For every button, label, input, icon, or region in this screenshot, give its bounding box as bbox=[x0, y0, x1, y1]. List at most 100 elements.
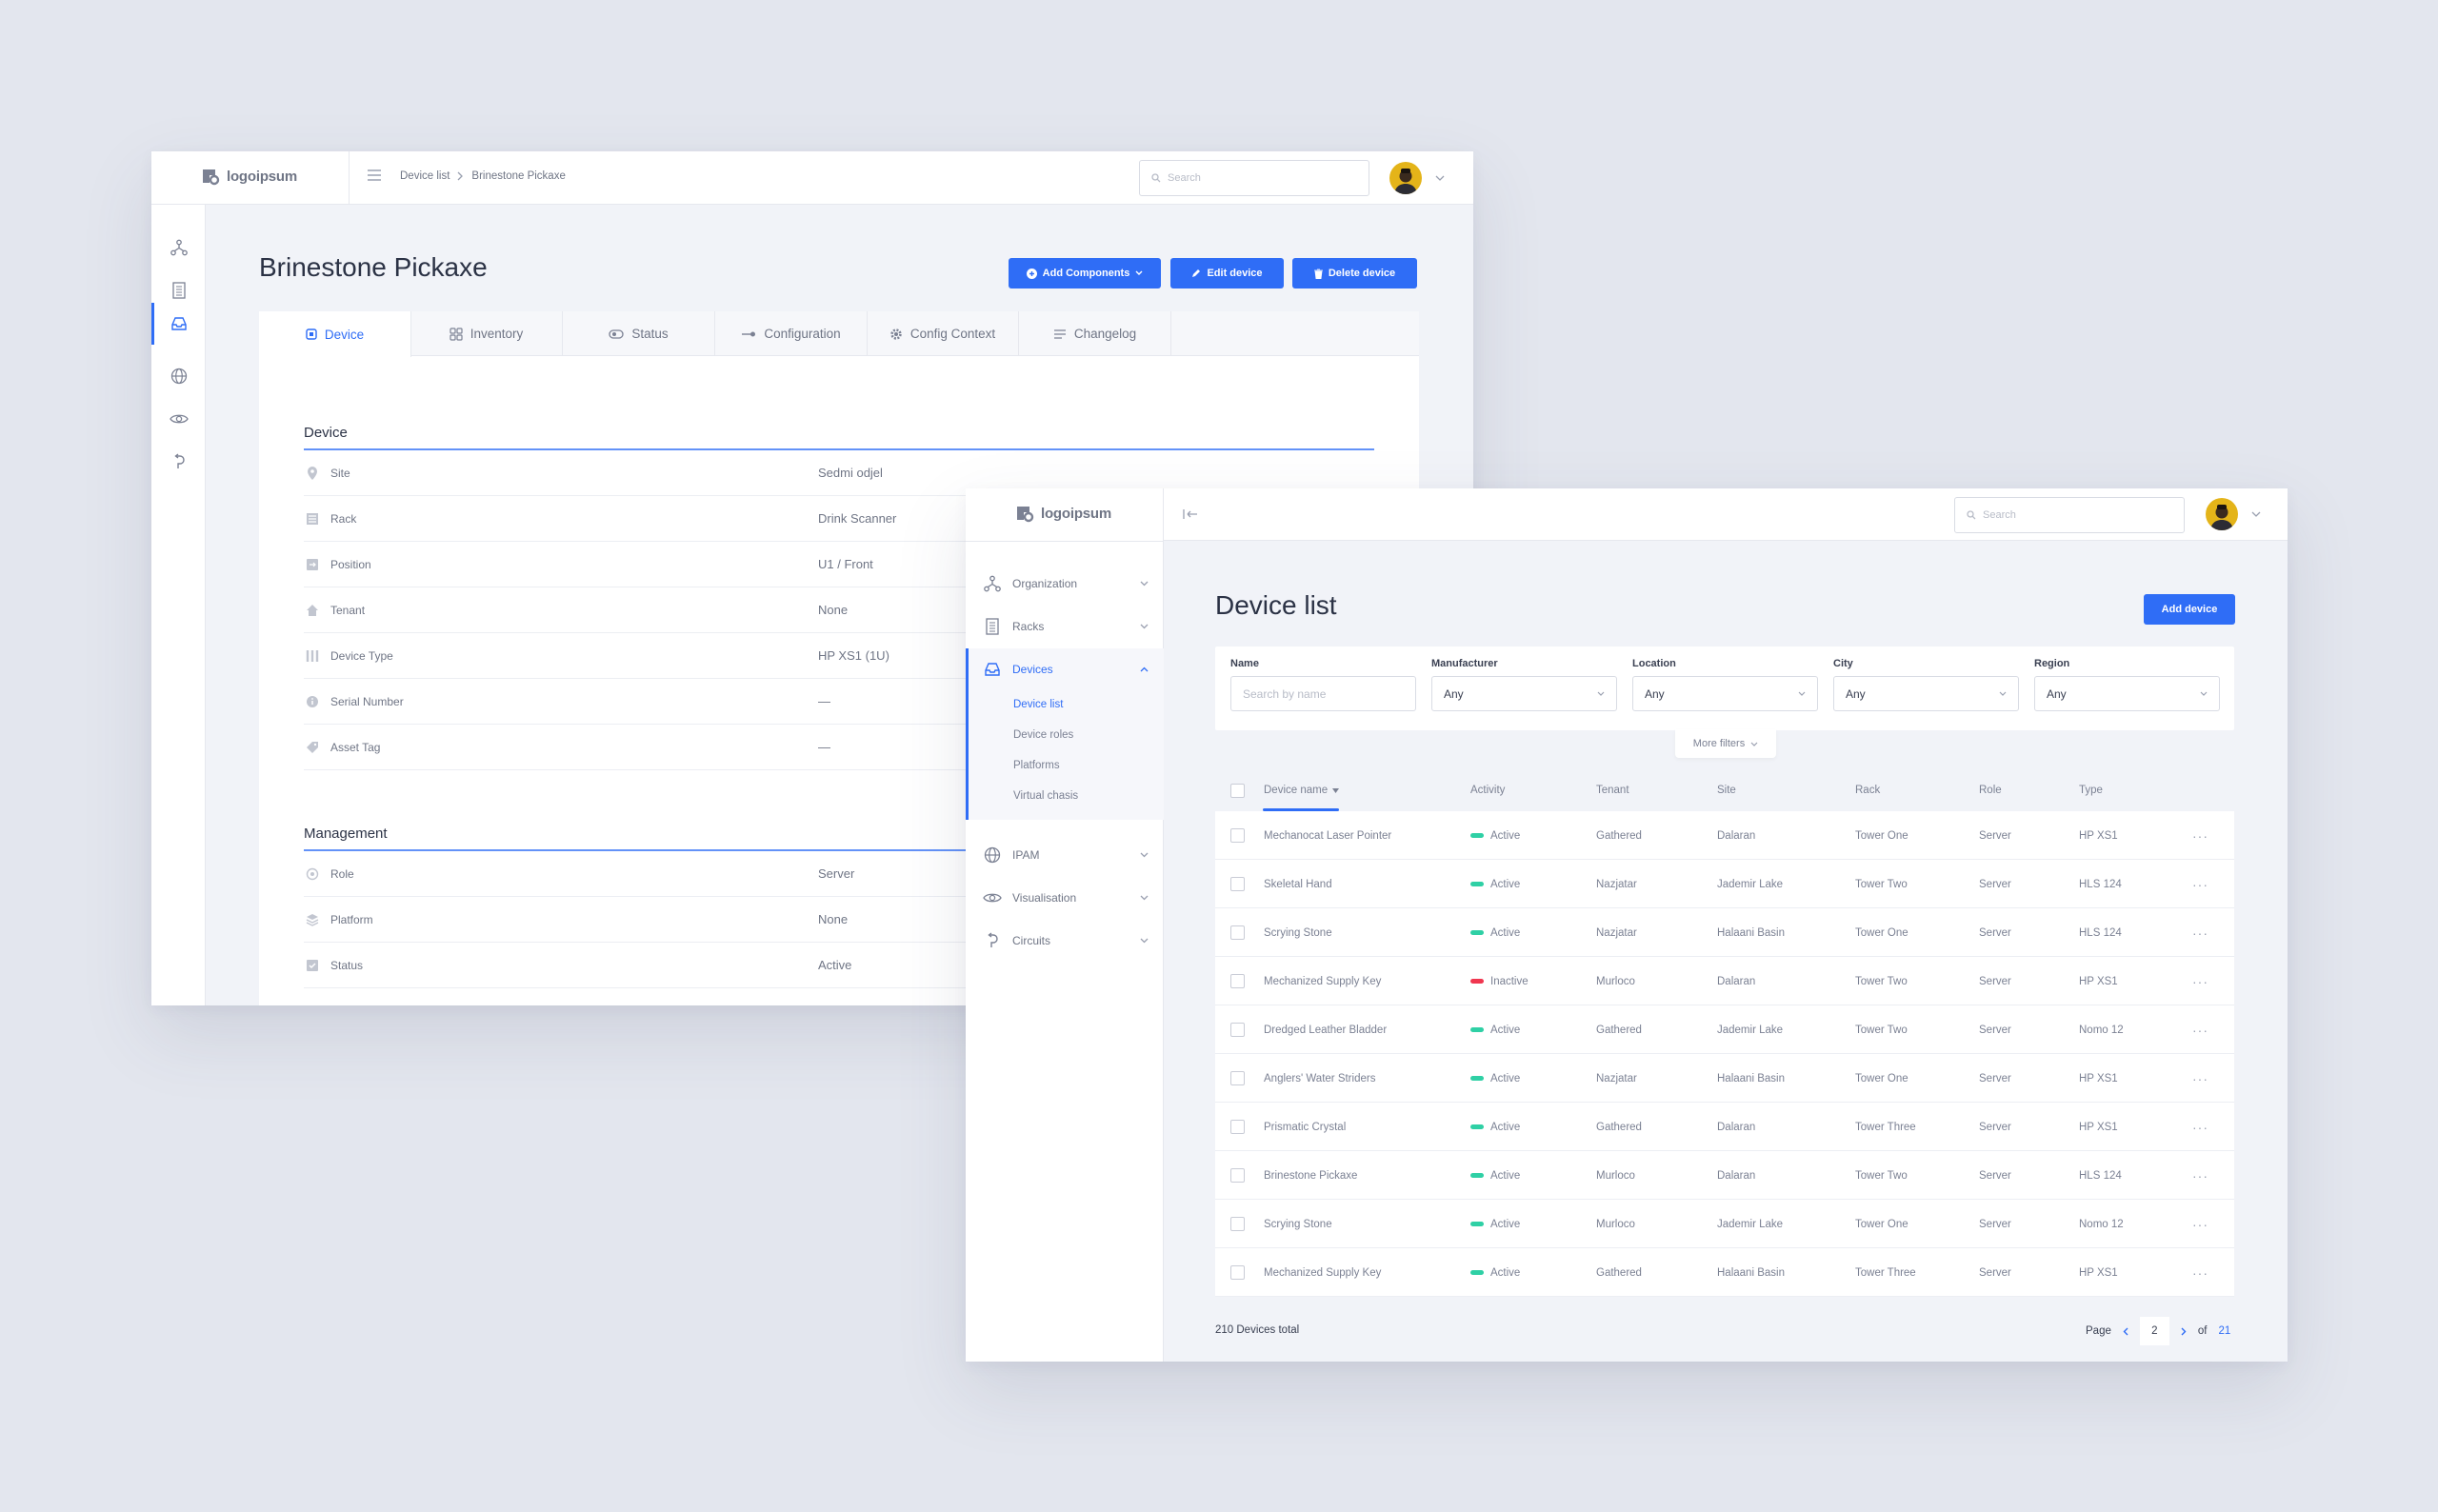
avatar[interactable] bbox=[1389, 162, 1422, 194]
row-checkbox[interactable] bbox=[1230, 1005, 1245, 1054]
device-name-cell[interactable]: Mechanized Supply Key bbox=[1264, 975, 1382, 987]
tab-device[interactable]: Device bbox=[259, 311, 411, 357]
more-actions-icon[interactable]: ··· bbox=[2192, 1264, 2208, 1281]
logo[interactable]: logoipsum bbox=[1014, 503, 1111, 524]
column-site[interactable]: Site bbox=[1717, 785, 1736, 796]
city-select[interactable]: Any bbox=[1833, 676, 2019, 711]
search-input[interactable]: Search bbox=[1139, 160, 1369, 196]
ipam-icon[interactable] bbox=[170, 367, 189, 386]
page-title: Brinestone Pickaxe bbox=[259, 252, 488, 282]
table-row[interactable]: Dredged Leather Bladder Active Gathered Jad… bbox=[1215, 1005, 2234, 1054]
delete-device-button[interactable]: Delete device bbox=[1292, 258, 1417, 288]
logo[interactable]: logoipsum bbox=[200, 166, 297, 187]
circuits-icon[interactable] bbox=[170, 452, 189, 471]
edit-device-button[interactable]: Edit device bbox=[1170, 258, 1284, 288]
more-actions-icon[interactable]: ··· bbox=[2192, 1070, 2208, 1086]
racks-icon[interactable] bbox=[170, 281, 189, 300]
property-row: Rack Drink Scanner bbox=[304, 496, 1374, 542]
device-name-cell[interactable]: Dredged Leather Bladder bbox=[1264, 1024, 1388, 1036]
row-checkbox[interactable] bbox=[1230, 1151, 1245, 1200]
select-all-checkbox[interactable] bbox=[1230, 770, 1245, 810]
column-activity[interactable]: Activity bbox=[1470, 785, 1506, 796]
table-row[interactable]: Scrying Stone Active Murloco Jademir Lake To… bbox=[1215, 1200, 2234, 1248]
name-search-input[interactable]: Search by name bbox=[1230, 676, 1416, 711]
chevron-left-icon[interactable] bbox=[2123, 1327, 2128, 1336]
table-row[interactable]: Scrying Stone Active Nazjatar Halaani Basin… bbox=[1215, 908, 2234, 957]
more-actions-icon[interactable]: ··· bbox=[2192, 1022, 2208, 1038]
row-checkbox[interactable] bbox=[1230, 1248, 1245, 1297]
device-name-cell[interactable]: Scrying Stone bbox=[1264, 1218, 1332, 1230]
menu-icon[interactable] bbox=[367, 169, 382, 182]
add-components-button[interactable]: Add Components bbox=[1009, 258, 1161, 288]
search-placeholder: Search bbox=[1168, 172, 1201, 184]
collapse-sidebar-icon[interactable] bbox=[1183, 508, 1198, 520]
device-name-cell[interactable]: Mechanocat Laser Pointer bbox=[1264, 829, 1392, 842]
sidebar-item-devices[interactable]: Devices bbox=[966, 648, 1164, 690]
row-checkbox[interactable] bbox=[1230, 1200, 1245, 1248]
more-actions-icon[interactable]: ··· bbox=[2192, 1167, 2208, 1184]
location-select[interactable]: Any bbox=[1632, 676, 1818, 711]
column-device-name[interactable]: Device name bbox=[1264, 770, 1340, 810]
organization-icon[interactable] bbox=[170, 238, 189, 257]
sidebar-subitem-device-list[interactable]: Device list bbox=[1013, 699, 1064, 710]
sidebar-subitem-platforms[interactable]: Platforms bbox=[1013, 760, 1060, 771]
device-name-cell[interactable]: Prismatic Crystal bbox=[1264, 1121, 1347, 1133]
avatar[interactable] bbox=[2206, 498, 2238, 530]
more-actions-icon[interactable]: ··· bbox=[2192, 876, 2208, 892]
sidebar-subitem-virtual-chasis[interactable]: Virtual chasis bbox=[1013, 790, 1079, 802]
device-name-cell[interactable]: Skeletal Hand bbox=[1264, 878, 1332, 890]
more-actions-icon[interactable]: ··· bbox=[2192, 1119, 2208, 1135]
sidebar-subitem-device-roles[interactable]: Device roles bbox=[1013, 729, 1074, 741]
chevron-down-icon[interactable] bbox=[2251, 511, 2261, 518]
tab-changelog[interactable]: Changelog bbox=[1019, 311, 1171, 356]
tab-configuration[interactable]: Configuration bbox=[715, 311, 868, 356]
table-row[interactable]: Prismatic Crystal Active Gathered Dalaran To… bbox=[1215, 1103, 2234, 1151]
tab-config-context[interactable]: Config Context bbox=[867, 311, 1019, 356]
more-filters-button[interactable]: More filters bbox=[1675, 729, 1776, 758]
more-actions-icon[interactable]: ··· bbox=[2192, 827, 2208, 844]
region-select[interactable]: Any bbox=[2034, 676, 2220, 711]
table-row[interactable]: Brinestone Pickaxe Active Murloco Dalaran To… bbox=[1215, 1151, 2234, 1200]
sidebar-item-visualisation[interactable]: Visualisation bbox=[966, 877, 1164, 919]
row-checkbox[interactable] bbox=[1230, 908, 1245, 957]
sidebar-item-circuits[interactable]: Circuits bbox=[966, 920, 1164, 962]
tab-status[interactable]: Status bbox=[563, 311, 715, 356]
chevron-right-icon[interactable] bbox=[2181, 1327, 2187, 1336]
sidebar-item-ipam[interactable]: IPAM bbox=[966, 834, 1164, 876]
table-row[interactable]: Mechanized Supply Key Inactive Murloco Dala… bbox=[1215, 957, 2234, 1005]
row-checkbox[interactable] bbox=[1230, 1054, 1245, 1103]
table-row[interactable]: Mechanized Supply Key Active Gathered Halaa… bbox=[1215, 1248, 2234, 1297]
row-checkbox[interactable] bbox=[1230, 811, 1245, 860]
chevron-down-icon[interactable] bbox=[1435, 175, 1445, 182]
sidebar-item-organization[interactable]: Organization bbox=[966, 563, 1164, 605]
total-pages[interactable]: 21 bbox=[2218, 1325, 2231, 1337]
column-role[interactable]: Role bbox=[1979, 785, 2002, 796]
type-cell: HP XS1 bbox=[2079, 1266, 2118, 1279]
manufacturer-select[interactable]: Any bbox=[1431, 676, 1617, 711]
visualisation-icon[interactable] bbox=[170, 409, 189, 428]
row-checkbox[interactable] bbox=[1230, 957, 1245, 1005]
more-actions-icon[interactable]: ··· bbox=[2192, 973, 2208, 989]
device-name-cell[interactable]: Anglers' Water Striders bbox=[1264, 1072, 1376, 1084]
column-tenant[interactable]: Tenant bbox=[1596, 785, 1629, 796]
select-value: Any bbox=[2047, 686, 2067, 701]
row-checkbox[interactable] bbox=[1230, 860, 1245, 908]
column-rack[interactable]: Rack bbox=[1855, 785, 1881, 796]
device-name-cell[interactable]: Brinestone Pickaxe bbox=[1264, 1169, 1358, 1182]
device-name-cell[interactable]: Mechanized Supply Key bbox=[1264, 1266, 1382, 1279]
add-device-button[interactable]: Add device bbox=[2144, 594, 2235, 625]
sidebar-item-racks[interactable]: Racks bbox=[966, 606, 1164, 647]
search-input[interactable]: Search bbox=[1954, 497, 2185, 533]
row-checkbox[interactable] bbox=[1230, 1103, 1245, 1151]
table-row[interactable]: Mechanocat Laser Pointer Active Gathered Da… bbox=[1215, 811, 2234, 860]
table-row[interactable]: Anglers' Water Striders Active Nazjatar Hal… bbox=[1215, 1054, 2234, 1103]
page-number-input[interactable]: 2 bbox=[2139, 1317, 2169, 1345]
tab-inventory[interactable]: Inventory bbox=[410, 311, 563, 356]
more-actions-icon[interactable]: ··· bbox=[2192, 1216, 2208, 1232]
breadcrumb-device-list[interactable]: Device list bbox=[400, 170, 450, 182]
devices-icon[interactable] bbox=[170, 314, 189, 333]
device-name-cell[interactable]: Scrying Stone bbox=[1264, 926, 1332, 939]
table-row[interactable]: Skeletal Hand Active Nazjatar Jademir Lake T… bbox=[1215, 860, 2234, 908]
more-actions-icon[interactable]: ··· bbox=[2192, 925, 2208, 941]
column-type[interactable]: Type bbox=[2079, 785, 2103, 796]
